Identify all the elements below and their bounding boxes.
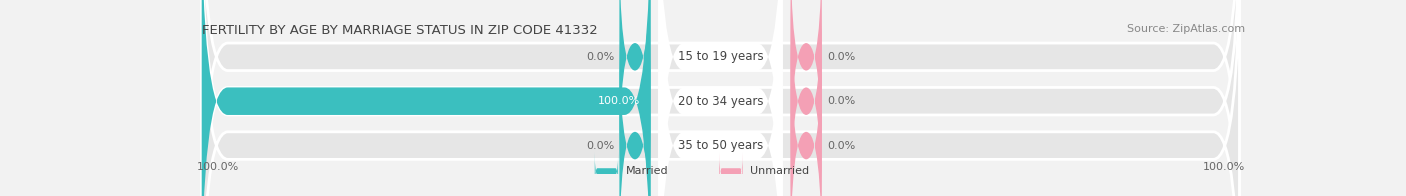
Text: 0.0%: 0.0% [586, 141, 614, 151]
FancyBboxPatch shape [658, 0, 783, 196]
FancyBboxPatch shape [620, 26, 651, 196]
Text: 100.0%: 100.0% [197, 162, 239, 172]
FancyBboxPatch shape [201, 0, 1240, 196]
FancyBboxPatch shape [790, 0, 821, 176]
FancyBboxPatch shape [201, 0, 1240, 196]
Text: 20 to 34 years: 20 to 34 years [678, 95, 763, 108]
FancyBboxPatch shape [790, 26, 821, 196]
Text: 35 to 50 years: 35 to 50 years [678, 139, 763, 152]
FancyBboxPatch shape [201, 0, 1240, 196]
Text: 0.0%: 0.0% [586, 52, 614, 62]
FancyBboxPatch shape [595, 152, 619, 191]
Text: Source: ZipAtlas.com: Source: ZipAtlas.com [1126, 24, 1244, 34]
FancyBboxPatch shape [201, 0, 651, 196]
FancyBboxPatch shape [790, 0, 821, 196]
FancyBboxPatch shape [658, 0, 783, 196]
Text: FERTILITY BY AGE BY MARRIAGE STATUS IN ZIP CODE 41332: FERTILITY BY AGE BY MARRIAGE STATUS IN Z… [201, 24, 598, 37]
Text: 15 to 19 years: 15 to 19 years [678, 50, 763, 63]
Text: Married: Married [626, 166, 668, 176]
Text: 100.0%: 100.0% [1202, 162, 1244, 172]
Text: 0.0%: 0.0% [827, 141, 855, 151]
Text: 100.0%: 100.0% [598, 96, 640, 106]
Text: 0.0%: 0.0% [827, 96, 855, 106]
FancyBboxPatch shape [620, 0, 651, 176]
FancyBboxPatch shape [658, 0, 783, 196]
Text: 0.0%: 0.0% [827, 52, 855, 62]
Text: Unmarried: Unmarried [751, 166, 810, 176]
FancyBboxPatch shape [720, 152, 742, 191]
